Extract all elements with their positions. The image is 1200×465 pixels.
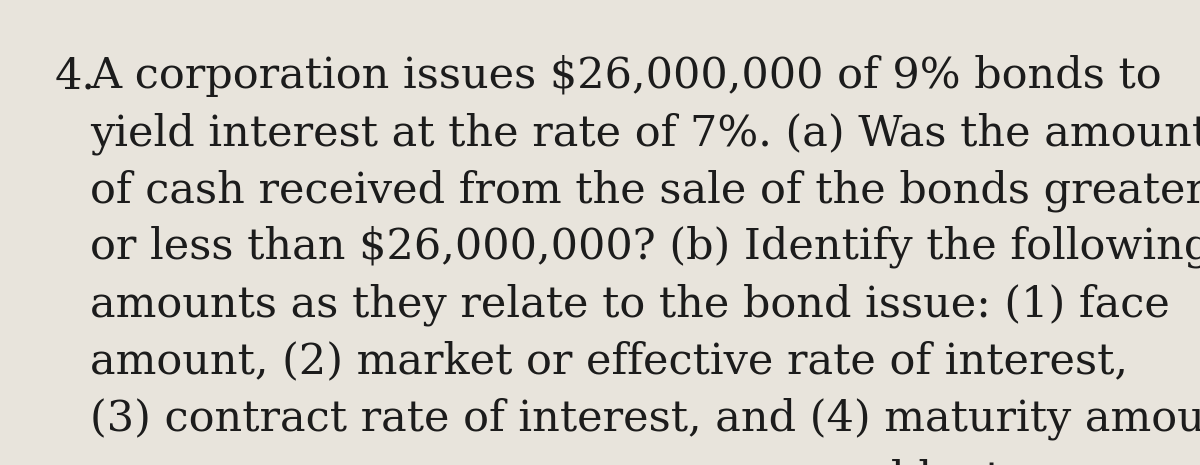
Text: amount, (2) market or effective rate of interest,: amount, (2) market or effective rate of … [90,340,1128,382]
Text: (3) contract rate of interest, and (4) maturity amount.: (3) contract rate of interest, and (4) m… [90,397,1200,439]
Text: A corporation issues $26,000,000 of 9% bonds to: A corporation issues $26,000,000 of 9% b… [90,55,1162,97]
Text: or less than $26,000,000? (b) Identify the following: or less than $26,000,000? (b) Identify t… [90,226,1200,268]
Text: yield interest at the rate of 7%. (a) Was the amount: yield interest at the rate of 7%. (a) Wa… [90,112,1200,154]
Text: 4.: 4. [55,55,96,97]
Text: are  sold  at  a: are sold at a [744,459,1055,465]
Text: amounts as they relate to the bond issue: (1) face: amounts as they relate to the bond issue… [90,283,1170,326]
Text: of cash received from the sale of the bonds greater: of cash received from the sale of the bo… [90,169,1200,212]
